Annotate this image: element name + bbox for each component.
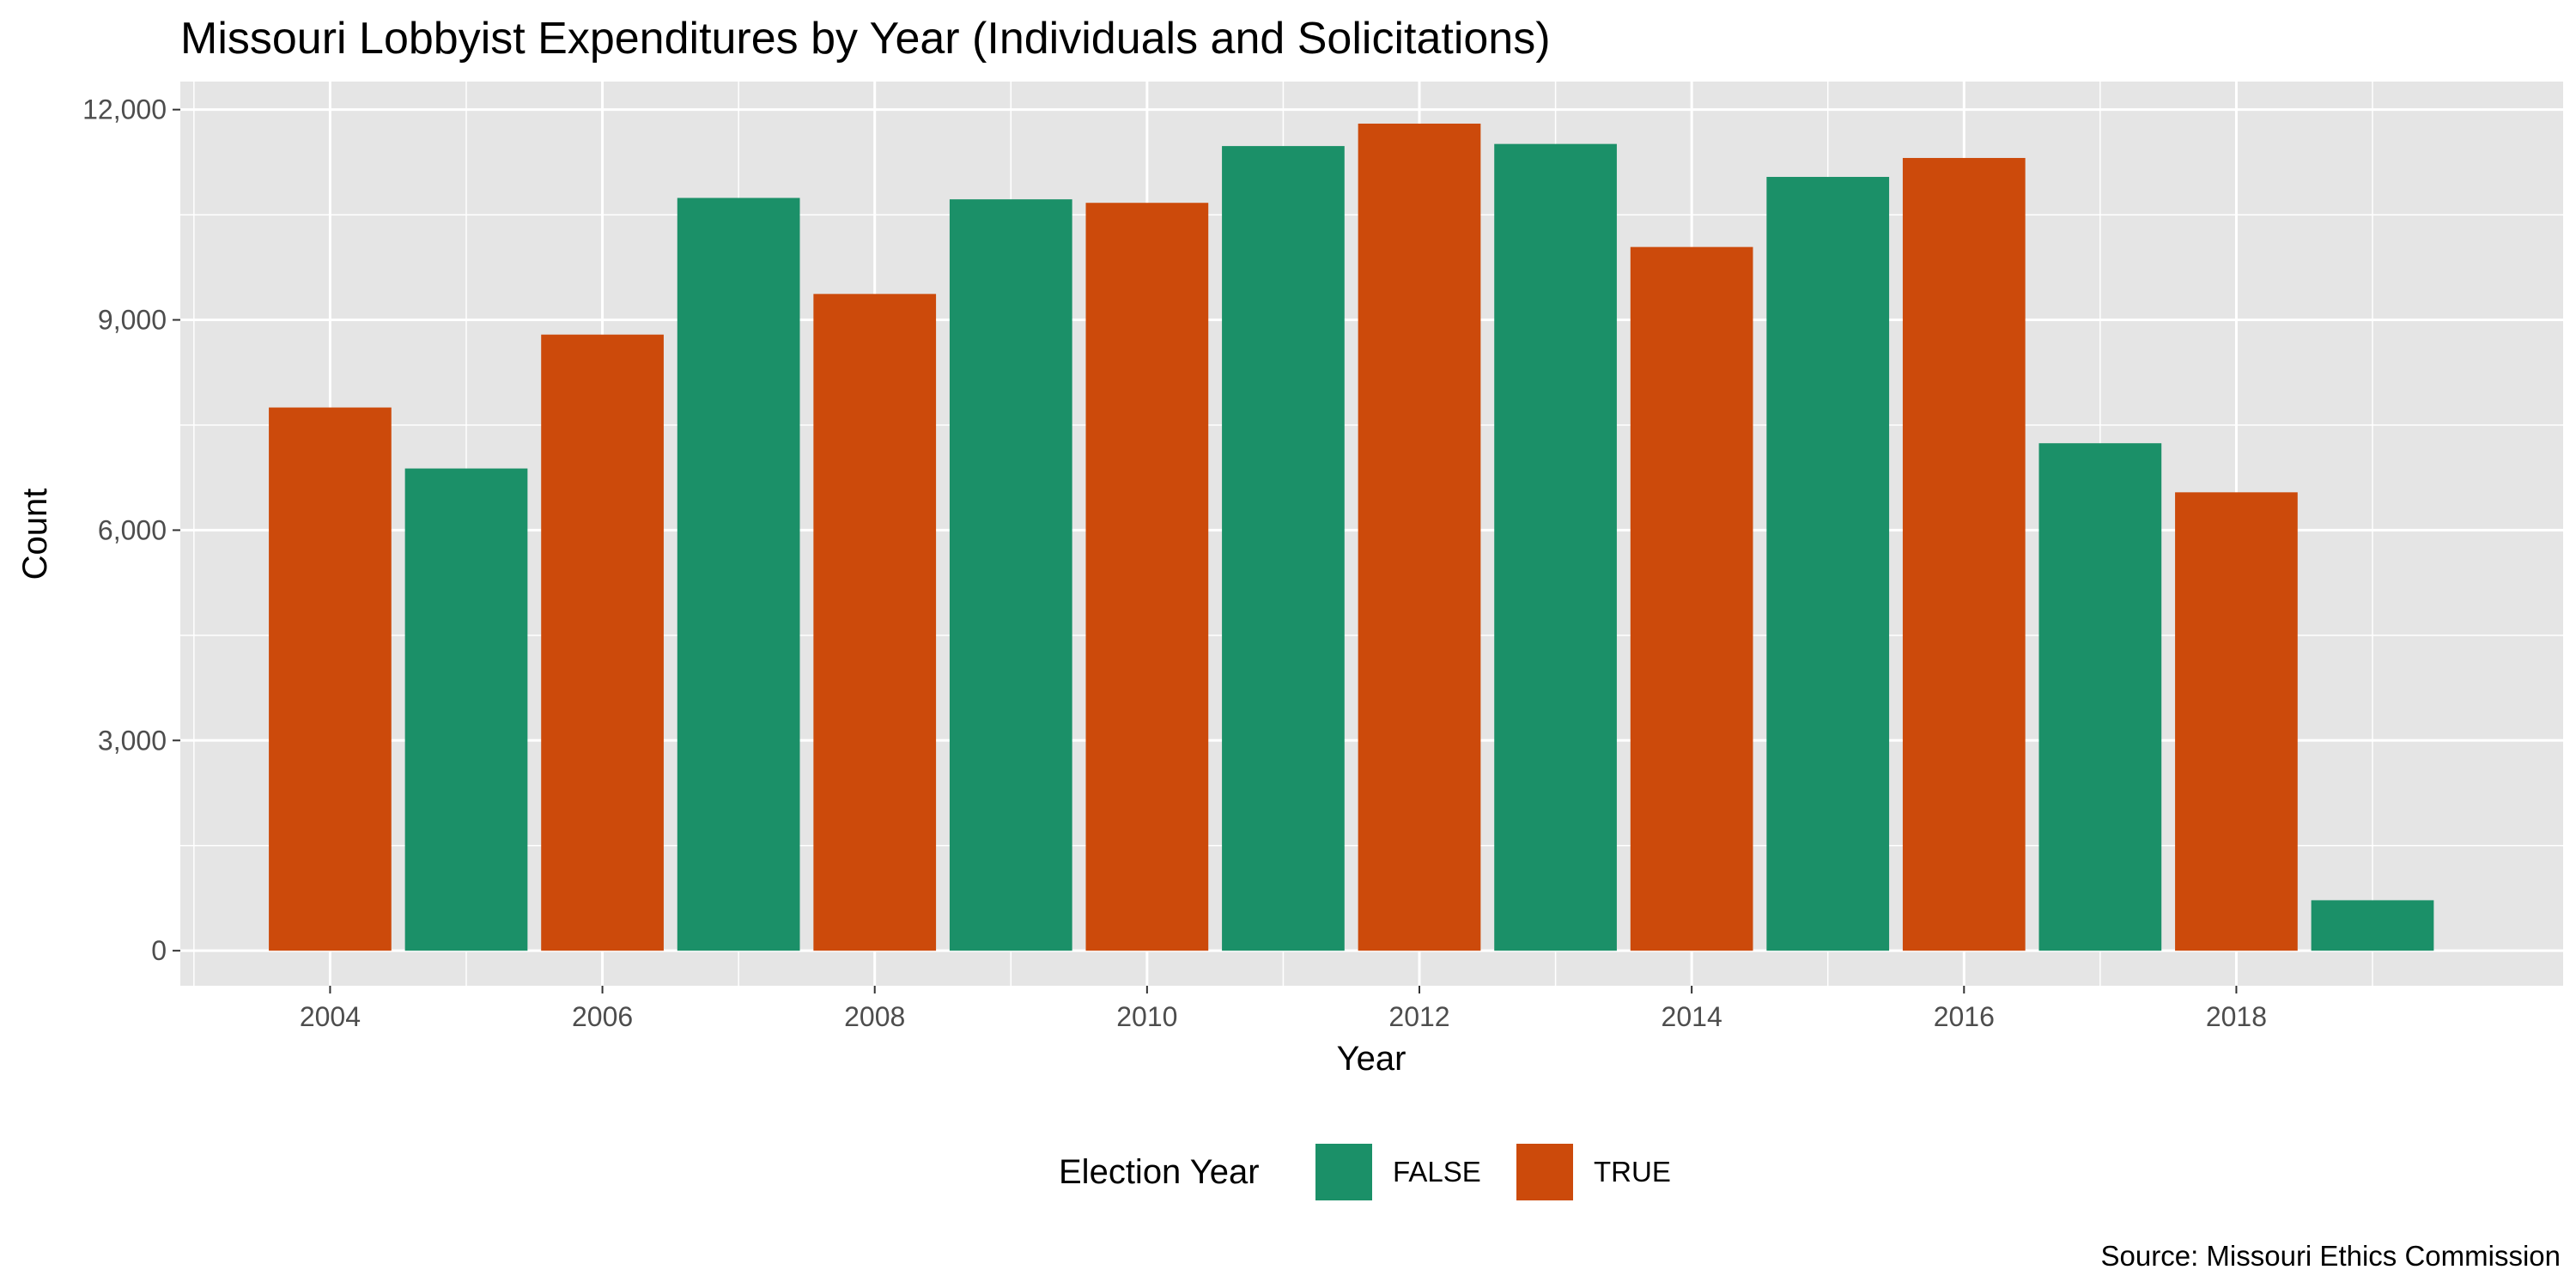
x-tick-label: 2004	[300, 1001, 361, 1032]
x-tick-label: 2010	[1116, 1001, 1177, 1032]
bar-2005	[404, 468, 528, 951]
chart-title: Missouri Lobbyist Expenditures by Year (…	[180, 14, 1551, 64]
x-axis-ticks: 2004 2006 2008 2010 2012 2014 2016 2018	[300, 986, 2267, 1032]
y-tick-label: 12,000	[82, 94, 167, 125]
bar-2006	[541, 334, 664, 951]
x-tick-label: 2008	[844, 1001, 905, 1032]
y-tick-label: 6,000	[98, 514, 167, 545]
y-axis-ticks: 0 3,000 6,000 9,000 12,000	[82, 94, 180, 966]
bar-2009	[949, 199, 1072, 951]
bar-2016	[1902, 157, 2026, 951]
bar-2018	[2175, 492, 2298, 951]
bar-2008	[813, 294, 937, 951]
legend-title: Election Year	[1059, 1153, 1260, 1191]
legend-key-false	[1315, 1144, 1372, 1200]
caption: Source: Missouri Ethics Commission	[2101, 1240, 2561, 1272]
bar-2015	[1766, 177, 1890, 951]
x-tick-label: 2012	[1388, 1001, 1449, 1032]
bar-2013	[1494, 143, 1617, 951]
y-tick-label: 3,000	[98, 725, 167, 756]
bar-2007	[677, 197, 800, 951]
y-tick-label: 0	[151, 935, 167, 966]
x-tick-label: 2006	[572, 1001, 633, 1032]
y-tick-label: 9,000	[98, 305, 167, 336]
bar-2019	[2311, 900, 2434, 951]
x-tick-label: 2016	[1934, 1001, 1995, 1032]
x-tick-label: 2014	[1662, 1001, 1722, 1032]
bar-2017	[2038, 443, 2162, 951]
bar-2014	[1630, 246, 1753, 951]
legend-label-false: FALSE	[1393, 1156, 1481, 1188]
bar-2004	[269, 407, 392, 951]
bar-2012	[1358, 123, 1481, 951]
bar-2010	[1085, 203, 1209, 951]
x-tick-label: 2018	[2206, 1001, 2267, 1032]
legend-label-true: TRUE	[1594, 1156, 1671, 1188]
x-axis-title: Year	[1337, 1040, 1406, 1078]
legend-key-true	[1516, 1144, 1573, 1200]
legend: Election Year FALSE TRUE	[1059, 1144, 1671, 1200]
bars	[269, 123, 2434, 951]
y-axis-title: Count	[16, 489, 54, 580]
bar-2011	[1222, 146, 1345, 951]
